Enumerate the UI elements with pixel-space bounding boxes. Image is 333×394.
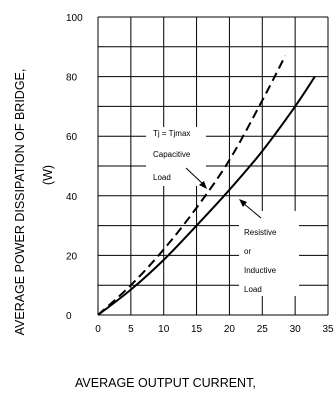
x-tick-label: 20 [224,324,236,335]
resistive-label-line1: Resistive [244,228,277,237]
y-tick-label: 80 [66,73,78,84]
capacitive-pointer-line [185,167,204,185]
x-tick-label: 15 [191,324,203,335]
x-tick-label: 30 [290,324,302,335]
y-axis-title-line2: (W) [41,165,55,185]
temp-condition-label: Tj = Tjmax [153,129,190,138]
resistive-pointer-line [242,202,262,219]
x-tick-label: 35 [322,324,333,335]
x-tick-label: 25 [257,324,269,335]
y-tick-label: 60 [66,132,78,143]
y-tick-label: 100 [66,13,83,24]
y-tick-label: 40 [66,192,78,203]
x-tick-label: 0 [95,324,101,335]
x-tick-label: 10 [158,324,170,335]
capacitive-label-line2: Load [153,173,171,182]
y-tick-label: 20 [66,251,78,262]
series-group [97,55,316,316]
series-line-1 [97,76,316,316]
series-line-0 [97,55,287,316]
capacitive-pointer-arrowhead [199,181,207,189]
y-tick-label: 0 [66,311,72,322]
capacitive-label-box [146,127,206,186]
resistive-label-box [239,211,299,296]
resistive-label-line3: Inductive [244,266,277,275]
capacitive-label-line1: Capacitive [153,150,191,159]
resistive-pointer-arrowhead [239,199,247,207]
x-axis-title: AVERAGE OUTPUT CURRENT, [75,376,256,390]
y-axis-title-line1: AVERAGE POWER DISSIPATION OF BRIDGE, [13,69,27,336]
resistive-label-line4: Load [244,285,262,294]
resistive-label-line2: or [244,247,251,256]
x-tick-label: 5 [128,324,134,335]
tick-labels: 0 5 10 15 20 25 30 35 0 20 40 60 80 100 [66,13,333,335]
grid-lines [97,16,329,316]
